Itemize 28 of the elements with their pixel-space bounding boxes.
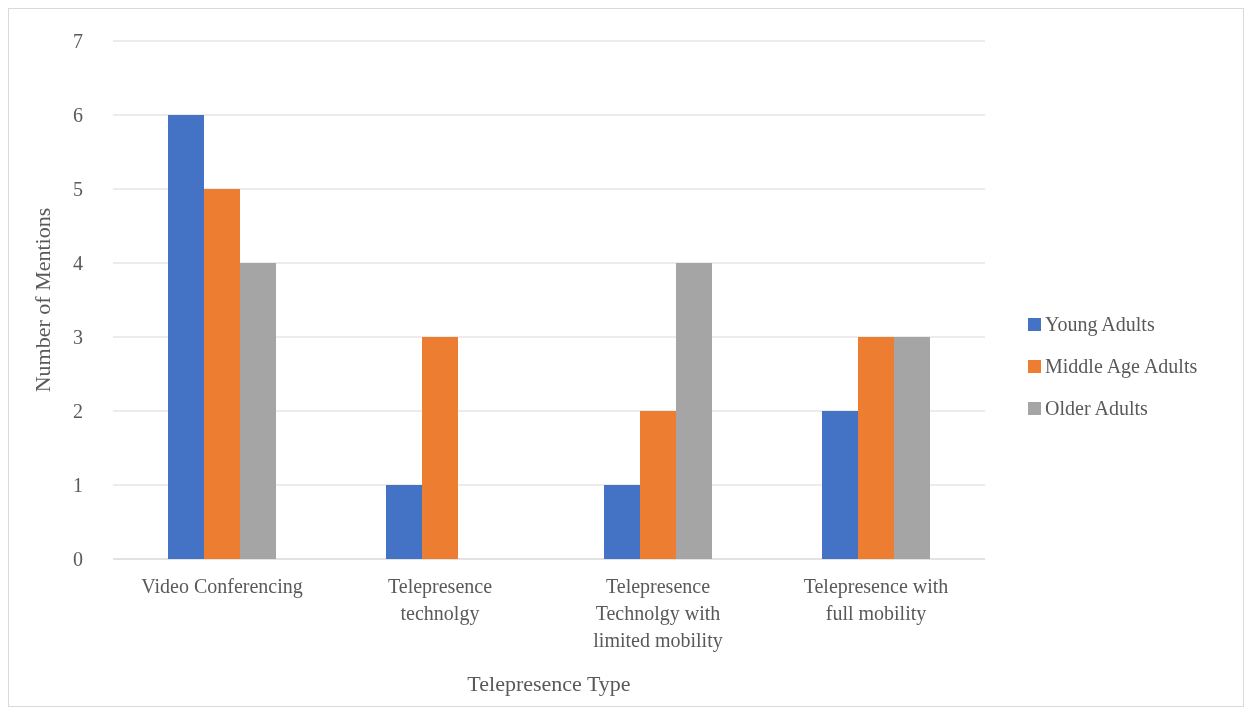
y-tick-label: 7	[73, 30, 83, 52]
x-axis-title: Telepresence Type	[467, 671, 631, 696]
x-tick-label: Telepresence with full mobility	[803, 575, 949, 625]
y-tick-label: 2	[73, 400, 83, 422]
legend-label: Older Adults	[1045, 397, 1148, 419]
bar	[386, 485, 422, 559]
legend-label: Middle Age Adults	[1045, 355, 1198, 378]
bar	[422, 337, 458, 559]
bar	[640, 411, 676, 559]
y-axis-title: Number of Mentions	[30, 207, 55, 393]
bar	[204, 189, 240, 559]
x-tick-label: Telepresence Technolgy with limited mobility	[593, 575, 723, 652]
bar	[858, 337, 894, 559]
bar	[822, 411, 858, 559]
y-tick-label: 1	[73, 474, 83, 496]
y-tick-label: 4	[73, 252, 83, 274]
y-tick-label: 6	[73, 104, 83, 126]
bar	[240, 263, 276, 559]
x-tick-label: Video Conferencing	[141, 575, 303, 598]
bar	[676, 263, 712, 559]
legend-label: Young Adults	[1045, 313, 1155, 336]
y-tick-label: 3	[73, 326, 83, 348]
bar	[604, 485, 640, 559]
y-tick-label: 5	[73, 178, 83, 200]
bar	[168, 115, 204, 559]
bar	[894, 337, 930, 559]
x-tick-label: Telepresence technolgy	[387, 575, 493, 625]
y-tick-label: 0	[73, 548, 83, 570]
